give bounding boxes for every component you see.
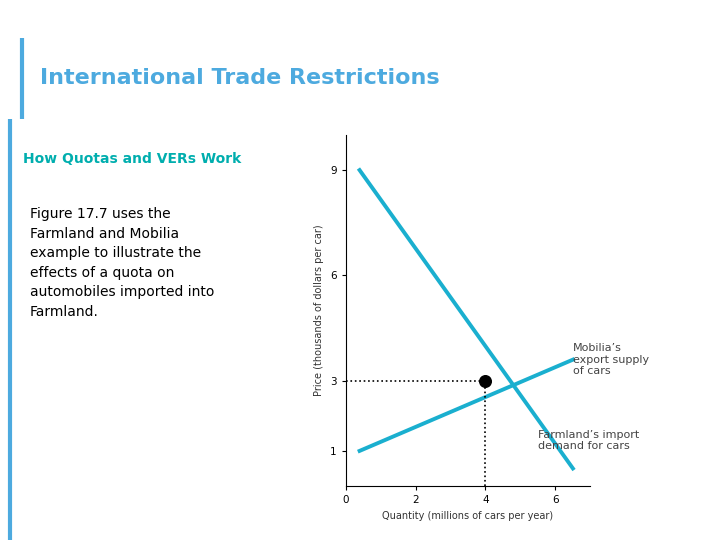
Text: Figure 17.7 uses the
Farmland and Mobilia
example to illustrate the
effects of a: Figure 17.7 uses the Farmland and Mobili… — [30, 207, 214, 319]
X-axis label: Quantity (millions of cars per year): Quantity (millions of cars per year) — [382, 511, 554, 521]
Text: Mobilia’s
export supply
of cars: Mobilia’s export supply of cars — [573, 343, 649, 376]
Text: International Trade Restrictions: International Trade Restrictions — [40, 68, 439, 89]
Text: Farmland’s import
demand for cars: Farmland’s import demand for cars — [538, 430, 639, 451]
Y-axis label: Price (thousands of dollars per car): Price (thousands of dollars per car) — [315, 225, 325, 396]
Point — [480, 376, 491, 385]
Text: How Quotas and VERs Work: How Quotas and VERs Work — [23, 152, 241, 166]
